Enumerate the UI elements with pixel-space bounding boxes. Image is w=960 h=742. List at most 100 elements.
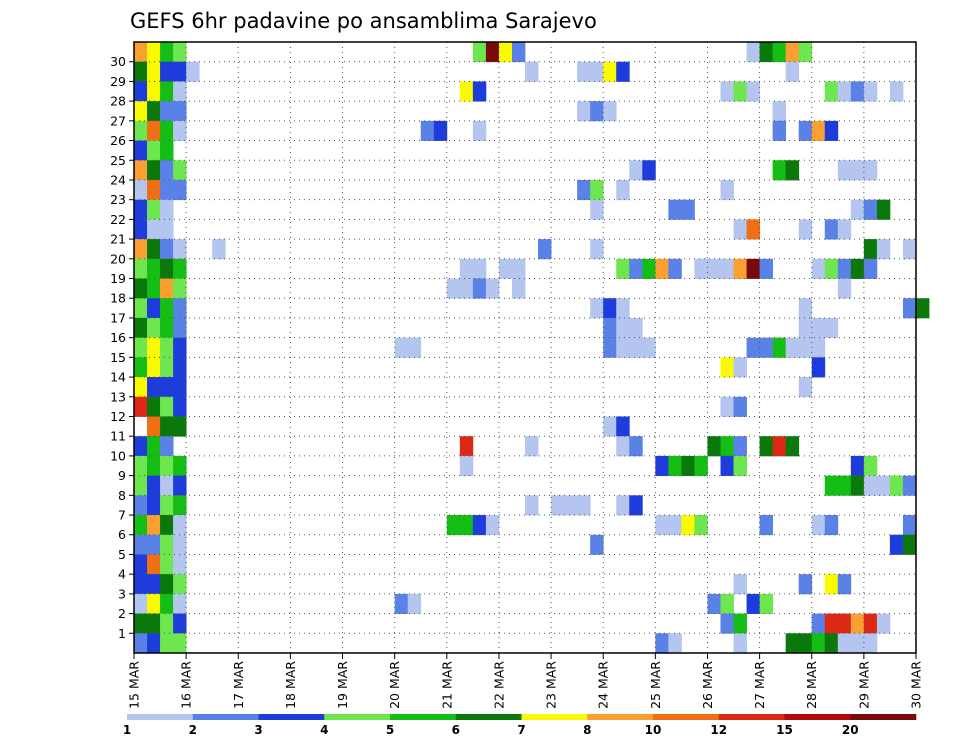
legend-label: 4	[320, 723, 328, 737]
heatmap-cell	[590, 101, 604, 122]
heatmap-cell	[134, 475, 148, 496]
heatmap-cell	[147, 593, 161, 614]
heatmap-cell	[160, 61, 174, 82]
heatmap-cell	[147, 140, 161, 161]
heatmap-cell	[642, 258, 656, 279]
legend-label: 20	[842, 723, 859, 737]
x-tick-label: 20 MAR	[387, 661, 402, 709]
y-tick-label: 10	[110, 448, 126, 463]
heatmap-cell	[733, 219, 747, 240]
heatmap-cell	[459, 258, 474, 279]
grid-lines	[134, 42, 916, 653]
heatmap-cell	[160, 554, 174, 575]
heatmap-cell	[173, 337, 187, 358]
heatmap-cell	[160, 534, 174, 555]
heatmap-cell	[837, 574, 852, 595]
heatmap-cell	[147, 239, 161, 260]
heatmap-cell	[134, 140, 148, 161]
heatmap-cell	[160, 140, 174, 161]
y-tick-label: 8	[118, 488, 126, 503]
color-legend: 1 2 3 4 5 6 7 8 10 12 15 20	[123, 714, 917, 737]
plot-frame	[133, 41, 917, 654]
heatmap-cell	[811, 337, 826, 358]
heatmap-cell	[837, 160, 852, 181]
heatmap-cell	[837, 258, 852, 279]
heatmap-cell	[147, 120, 161, 141]
heatmap-cell	[433, 120, 448, 141]
heatmap-cell	[655, 455, 669, 477]
heatmap-cell	[173, 298, 187, 319]
heatmap-cell	[629, 495, 643, 516]
heatmap-cell	[902, 298, 917, 319]
heatmap-cell	[459, 436, 474, 457]
heatmap-cell	[160, 574, 174, 595]
heatmap-cell	[147, 416, 161, 437]
heatmap-cell	[147, 613, 161, 634]
heatmap-cell	[459, 278, 474, 299]
heatmap-cell	[147, 337, 161, 358]
heatmap-cell	[616, 258, 630, 279]
heatmap-cell	[173, 239, 187, 260]
heatmap-cell	[720, 258, 734, 279]
legend-swatch	[192, 714, 259, 720]
heatmap-cell	[147, 495, 161, 516]
heatmap-cell	[160, 120, 174, 141]
heatmap-cell	[916, 298, 930, 319]
heatmap-cell	[160, 101, 174, 122]
heatmap-cell	[173, 574, 187, 595]
heatmap-cell	[850, 455, 865, 477]
heatmap-cell	[147, 574, 161, 595]
heatmap-cell	[173, 416, 187, 437]
heatmap-cell	[134, 258, 148, 279]
legend-swatch	[784, 714, 851, 720]
heatmap-cell	[134, 357, 148, 378]
legend-swatch	[127, 714, 194, 720]
heatmap-cell	[694, 258, 708, 279]
legend-label: 7	[517, 723, 525, 737]
heatmap-cell	[134, 574, 148, 595]
legend-swatch	[455, 714, 522, 720]
heatmap-cell	[720, 593, 734, 614]
heatmap-cell	[147, 357, 161, 378]
heatmap-cell	[850, 633, 865, 654]
heatmap-cell	[837, 475, 852, 496]
heatmap-cell	[173, 396, 187, 417]
y-axis: 1234567891011121314151617181920212223242…	[110, 54, 134, 641]
y-tick-label: 22	[110, 212, 126, 227]
heatmap-cell	[733, 633, 747, 654]
heatmap-cell	[876, 475, 891, 496]
y-tick-label: 16	[110, 330, 126, 345]
heatmap-cell	[472, 278, 487, 299]
y-tick-label: 11	[110, 429, 126, 444]
heatmap-cell	[538, 239, 552, 260]
heatmap-cell	[160, 633, 174, 654]
y-tick-label: 6	[118, 527, 126, 542]
heatmap-cell	[785, 337, 800, 358]
heatmap-cell	[134, 179, 148, 201]
heatmap-cell	[642, 160, 656, 181]
heatmap-cell	[160, 219, 174, 240]
heatmap-cell	[212, 239, 226, 260]
heatmap-cell	[173, 554, 187, 575]
heatmap-cell	[147, 436, 161, 457]
y-tick-label: 20	[110, 251, 126, 266]
heatmap-cell	[485, 42, 500, 63]
heatmap-cell	[811, 633, 826, 654]
heatmap-cell	[798, 317, 813, 339]
heatmap-cell	[590, 534, 604, 555]
heatmap-cell	[160, 613, 174, 634]
x-tick-label: 18 MAR	[283, 661, 298, 709]
heatmap-cell	[160, 377, 174, 398]
x-tick-label: 25 MAR	[648, 661, 663, 709]
heatmap-cell	[720, 357, 734, 378]
heatmap-cell	[134, 515, 148, 536]
heatmap-cell	[603, 61, 617, 82]
heatmap-cell	[863, 455, 878, 477]
heatmap-cell	[759, 436, 774, 457]
heatmap-cell	[472, 42, 487, 63]
heatmap-cell	[798, 574, 813, 595]
heatmap-cell	[889, 534, 904, 555]
y-tick-label: 29	[110, 74, 126, 89]
heatmap-cell	[160, 278, 174, 299]
heatmap-cell	[759, 337, 774, 358]
